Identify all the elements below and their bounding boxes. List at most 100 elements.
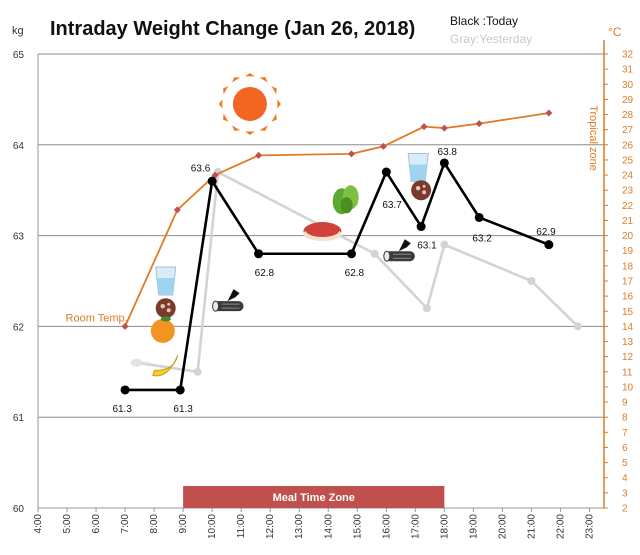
y2-tick-label: 19: [622, 246, 634, 257]
today-point: [175, 385, 185, 395]
x-tick-label: 14:00: [323, 514, 334, 539]
sun-ray: [277, 99, 281, 109]
y2-tick-label: 13: [622, 337, 634, 348]
chart-title: Intraday Weight Change (Jan 26, 2018): [50, 18, 415, 40]
log-end: [212, 300, 220, 312]
y2-tick-label: 4: [622, 473, 628, 484]
log-top: [227, 289, 240, 302]
meat-fat: [167, 302, 171, 306]
tropical-zone-label: Tropical zone: [587, 105, 599, 171]
today-point: [207, 176, 217, 186]
data-label: 62.9: [536, 227, 556, 238]
log-top: [398, 239, 411, 252]
today-point: [544, 240, 554, 250]
glass-water: [409, 164, 427, 182]
data-label: 63.6: [191, 164, 211, 175]
meat-body: [155, 298, 176, 319]
meat-fat: [166, 308, 171, 313]
meat-icon: [155, 298, 176, 319]
x-tick-label: 19:00: [468, 514, 479, 539]
y2-tick-label: 24: [622, 171, 634, 182]
today-point: [120, 385, 130, 395]
temperature-point: [173, 206, 181, 214]
y2-tick-label: 9: [622, 398, 628, 409]
y2-tick-label: 7: [622, 428, 628, 439]
y2-tick-label: 17: [622, 277, 634, 288]
yesterday-point: [193, 367, 202, 376]
x-tick-label: 16:00: [381, 514, 392, 539]
y2-tick-label: 11: [622, 367, 633, 378]
sun-ray: [259, 125, 268, 131]
meat-fat: [422, 184, 426, 188]
x-tick-label: 12:00: [265, 514, 276, 539]
y2-tick-label: 16: [622, 292, 634, 303]
y-tick-label: 62: [13, 322, 25, 333]
meat-icon: [411, 180, 432, 201]
y2-tick-label: 10: [622, 382, 634, 393]
temperature-point: [121, 322, 129, 330]
temperature-point: [475, 120, 483, 128]
data-label: 63.8: [438, 147, 458, 158]
room-temp-label: Room Temp.: [66, 312, 128, 324]
temperature-point: [545, 109, 553, 117]
x-tick-label: 8:00: [149, 514, 160, 534]
y2-tick-label: 3: [622, 488, 628, 499]
temperature-point: [420, 123, 428, 131]
data-label: 63.7: [382, 200, 402, 211]
sun-ray: [271, 113, 277, 122]
legend-today: Black :Today: [450, 14, 518, 28]
x-tick-label: 22:00: [555, 514, 566, 539]
y2-tick-label: 2: [622, 504, 628, 515]
sun-ray: [259, 77, 268, 83]
water-glass-icon: [155, 266, 177, 296]
data-label: 61.3: [112, 404, 132, 415]
y2-tick-label: 15: [622, 307, 634, 318]
temperature-point: [347, 150, 355, 158]
y-tick-label: 60: [13, 504, 25, 515]
temperature-point: [255, 151, 263, 159]
y2-tick-label: 31: [622, 65, 634, 76]
y2-tick-label: 27: [622, 125, 634, 136]
orange-body: [150, 318, 175, 343]
y2-tick-label: 14: [622, 322, 634, 333]
x-tick-label: 23:00: [584, 514, 595, 539]
chicken-leg-icon: [130, 358, 149, 367]
yesterday-line: [136, 170, 579, 374]
x-tick-label: 17:00: [410, 514, 421, 539]
sun-ray: [271, 86, 277, 95]
y2-axis-unit: °C: [608, 25, 622, 39]
meat-fat: [160, 304, 165, 309]
data-label: 62.8: [345, 268, 365, 279]
orange-icon: [150, 316, 175, 343]
banana-body: [152, 355, 179, 377]
sun-ray: [245, 72, 255, 77]
today-line: [125, 161, 550, 392]
x-tick-label: 18:00: [439, 514, 450, 539]
y2-tick-label: 25: [622, 155, 634, 166]
sun-ray: [245, 131, 255, 135]
x-tick-label: 13:00: [294, 514, 305, 539]
icon-group: [130, 72, 432, 377]
meat-fat: [422, 190, 427, 195]
log-icon: [212, 289, 244, 312]
leaf: [340, 197, 353, 214]
today-point: [439, 158, 449, 168]
data-label: 62.8: [255, 268, 275, 279]
y2-tick-label: 28: [622, 110, 634, 121]
sun-ray: [218, 99, 223, 109]
y2-tick-label: 6: [622, 443, 628, 454]
sun-ray: [223, 113, 229, 122]
leg-meat: [130, 358, 143, 367]
x-tick-label: 11:00: [236, 514, 247, 539]
meal-time-zone: Meal Time Zone: [183, 486, 445, 508]
banana-icon: [152, 355, 179, 377]
y2-tick-label: 12: [622, 352, 634, 363]
meat-body: [411, 180, 432, 201]
orange-leaf: [160, 316, 171, 322]
sun-icon: [218, 72, 281, 135]
y2-tick-label: 29: [622, 95, 634, 106]
meal-zone-bar: [183, 486, 445, 508]
y2-tick-label: 23: [622, 186, 634, 197]
log-icon: [383, 239, 415, 262]
